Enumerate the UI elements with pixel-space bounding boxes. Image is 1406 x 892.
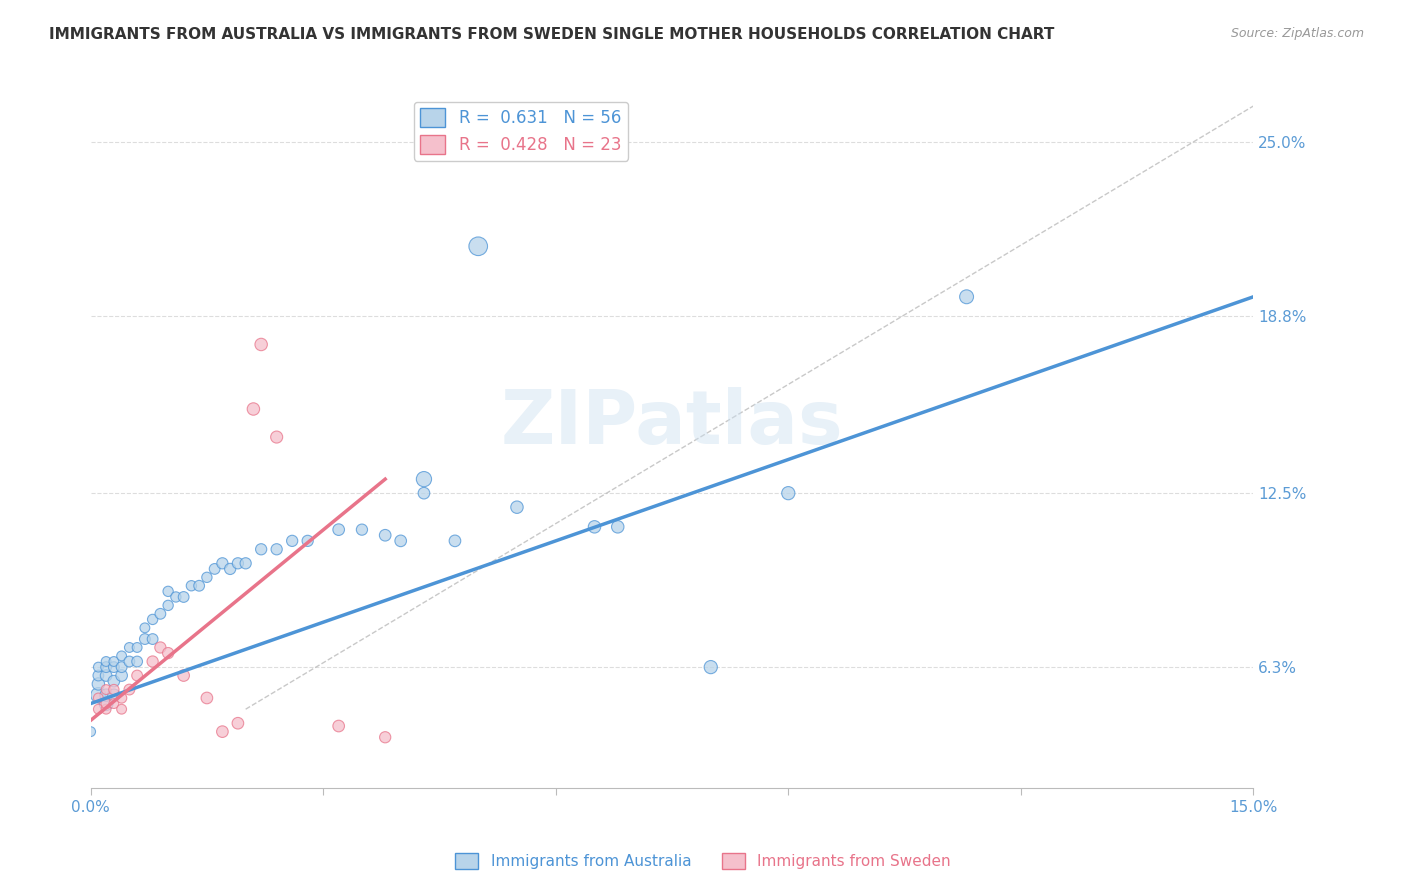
Point [281, 533, 304, 548]
Point [87, 702, 110, 716]
Point [444, 533, 467, 548]
Point [374, 528, 396, 542]
Point [103, 682, 125, 697]
Point [235, 557, 257, 571]
Point [467, 239, 489, 253]
Point [111, 660, 134, 674]
Point [413, 486, 436, 500]
Point [149, 607, 172, 621]
Point [242, 402, 264, 417]
Point [250, 542, 273, 557]
Point [127, 655, 149, 669]
Point [87, 660, 110, 674]
Point [173, 590, 195, 604]
Point [118, 655, 141, 669]
Point [700, 660, 723, 674]
Point [111, 648, 134, 663]
Text: IMMIGRANTS FROM AUSTRALIA VS IMMIGRANTS FROM SWEDEN SINGLE MOTHER HOUSEHOLDS COR: IMMIGRANTS FROM AUSTRALIA VS IMMIGRANTS … [49, 27, 1054, 42]
Point [606, 520, 628, 534]
Point [94, 682, 117, 697]
Point [226, 557, 249, 571]
Point [94, 697, 117, 711]
Point [103, 655, 125, 669]
Point [250, 337, 273, 351]
Point [87, 668, 110, 682]
Point [103, 660, 125, 674]
Point [583, 520, 606, 534]
Point [266, 430, 288, 444]
Point [94, 688, 117, 702]
Point [127, 640, 149, 655]
Point [134, 621, 156, 635]
Point [142, 612, 165, 626]
Point [103, 674, 125, 689]
Point [111, 702, 134, 716]
Point [142, 655, 165, 669]
Point [374, 731, 396, 745]
Point [350, 523, 373, 537]
Point [134, 632, 156, 646]
Text: Source: ZipAtlas.com: Source: ZipAtlas.com [1230, 27, 1364, 40]
Point [94, 697, 117, 711]
Point [87, 688, 110, 702]
Point [328, 719, 350, 733]
Point [142, 632, 165, 646]
Point [173, 668, 195, 682]
Point [94, 702, 117, 716]
Point [955, 290, 977, 304]
Point [266, 542, 288, 557]
Point [94, 660, 117, 674]
Point [204, 562, 226, 576]
Point [180, 579, 202, 593]
Point [94, 668, 117, 682]
Point [157, 599, 180, 613]
Point [188, 579, 211, 593]
Point [211, 557, 233, 571]
Point [219, 562, 242, 576]
Point [195, 570, 218, 584]
Point [297, 533, 319, 548]
Legend: Immigrants from Australia, Immigrants from Sweden: Immigrants from Australia, Immigrants fr… [450, 847, 956, 875]
Point [103, 697, 125, 711]
Point [226, 716, 249, 731]
Point [87, 690, 110, 705]
Point [389, 533, 412, 548]
Legend: R =  0.631   N = 56, R =  0.428   N = 23: R = 0.631 N = 56, R = 0.428 N = 23 [413, 102, 628, 161]
Point [111, 668, 134, 682]
Point [211, 724, 233, 739]
Point [157, 646, 180, 660]
Point [195, 690, 218, 705]
Point [79, 724, 101, 739]
Point [118, 682, 141, 697]
Point [111, 690, 134, 705]
Point [165, 590, 187, 604]
Point [127, 668, 149, 682]
Point [506, 500, 529, 515]
Point [778, 486, 800, 500]
Point [118, 640, 141, 655]
Point [87, 677, 110, 691]
Point [413, 472, 436, 486]
Point [149, 640, 172, 655]
Point [328, 523, 350, 537]
Point [94, 655, 117, 669]
Point [157, 584, 180, 599]
Point [103, 688, 125, 702]
Text: ZIPatlas: ZIPatlas [501, 386, 844, 459]
